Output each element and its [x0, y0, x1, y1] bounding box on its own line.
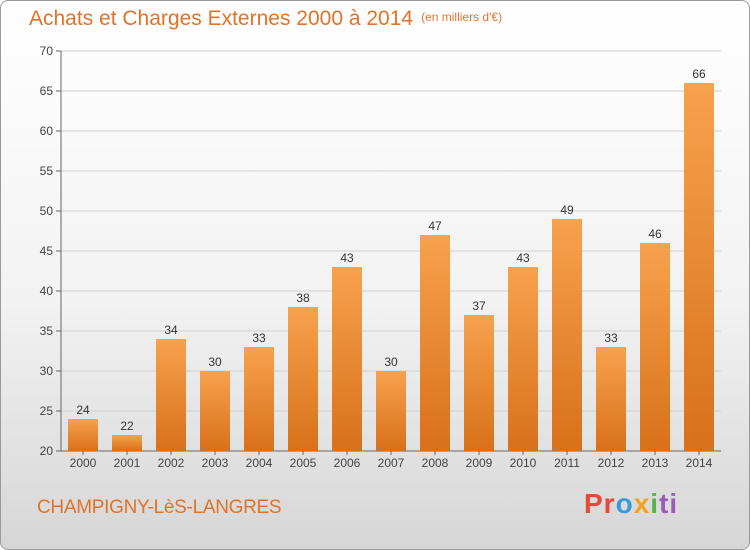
data-label: 22: [120, 419, 134, 433]
proxiti-logo: Proxiti: [584, 488, 678, 520]
data-label: 37: [472, 299, 486, 313]
bars: [68, 83, 714, 451]
x-tick-label: 2011: [554, 456, 580, 470]
x-tick-label: 2006: [334, 456, 361, 470]
bar: [288, 307, 318, 451]
data-label: 49: [560, 203, 574, 217]
data-label: 30: [208, 355, 222, 369]
x-tick-label: 2001: [114, 456, 141, 470]
bar: [420, 235, 450, 451]
title-text: Achats et Charges Externes 2000 à 2014: [29, 7, 414, 30]
x-tick-label: 2013: [642, 456, 669, 470]
x-tick-label: 2004: [246, 456, 273, 470]
y-tick-label: 35: [40, 324, 54, 338]
y-tick-label: 30: [40, 364, 54, 378]
x-tick-label: 2007: [378, 456, 405, 470]
x-tick-label: 2010: [510, 456, 537, 470]
data-label: 46: [648, 227, 662, 241]
data-label: 43: [516, 251, 530, 265]
y-tick-label: 50: [40, 204, 54, 218]
logo-part: i: [650, 488, 660, 519]
x-tick-label: 2014: [686, 456, 713, 470]
bar: [640, 243, 670, 451]
logo-part: x: [633, 488, 651, 519]
bar: [244, 347, 274, 451]
x-tick-label: 2003: [202, 456, 229, 470]
labels: 20 25 30 35 40 45 50 55 60 65 70 24 2000 22 2001 34 2002…: [40, 44, 713, 470]
y-tick-label: 65: [40, 84, 54, 98]
x-tick-label: 2012: [598, 456, 625, 470]
bar: [200, 371, 230, 451]
bar: [552, 219, 582, 451]
data-label: 38: [296, 291, 310, 305]
y-tick-label: 40: [40, 284, 54, 298]
bar: [332, 267, 362, 451]
logo-part: ti: [659, 488, 679, 519]
data-label: 33: [604, 331, 618, 345]
x-tick-label: 2009: [466, 456, 493, 470]
data-label: 33: [252, 331, 266, 345]
data-label: 34: [164, 323, 178, 337]
bar: [684, 83, 714, 451]
commune-name: CHAMPIGNY-LèS-LANGRES: [37, 497, 282, 518]
data-label: 47: [428, 219, 442, 233]
y-tick-label: 20: [40, 444, 54, 458]
x-tick-label: 2008: [422, 456, 449, 470]
y-tick-label: 25: [40, 404, 54, 418]
logo-part: o: [615, 488, 634, 519]
bar: [68, 419, 98, 451]
bar: [376, 371, 406, 451]
bar: [596, 347, 626, 451]
unit-label: (en milliers d'€): [421, 10, 503, 24]
y-tick-label: 55: [40, 164, 54, 178]
y-tick-label: 60: [40, 124, 54, 138]
y-tick-label: 45: [40, 244, 54, 258]
bar: [112, 435, 142, 451]
y-tick-label: 70: [40, 44, 54, 58]
x-tick-label: 2002: [158, 456, 185, 470]
bar: [464, 315, 494, 451]
x-tick-label: 2005: [290, 456, 317, 470]
logo-part: Pr: [584, 488, 616, 519]
data-label: 66: [692, 67, 706, 81]
data-label: 43: [340, 251, 354, 265]
bar: [156, 339, 186, 451]
chart-title: Achats et Charges Externes 2000 à 2014 (e…: [29, 7, 502, 31]
data-label: 24: [76, 403, 90, 417]
data-label: 30: [384, 355, 398, 369]
x-tick-label: 2000: [70, 456, 97, 470]
bar: [508, 267, 538, 451]
